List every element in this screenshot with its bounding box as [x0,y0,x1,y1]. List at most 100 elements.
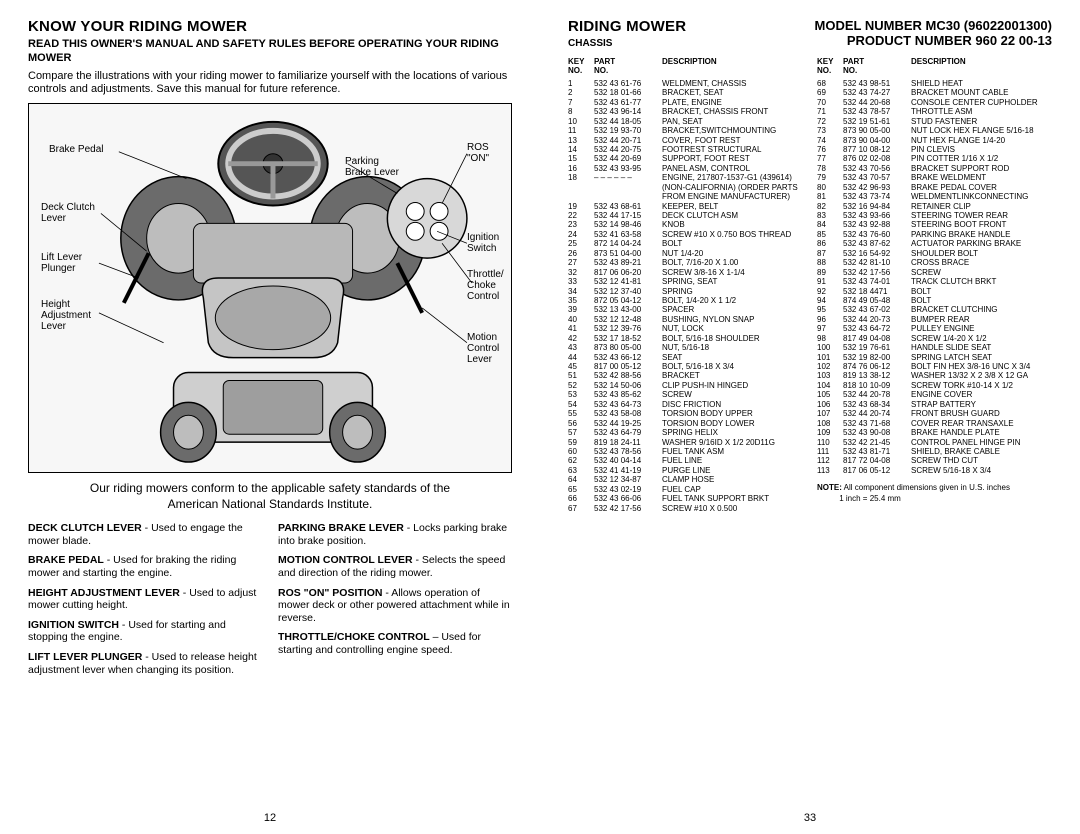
parts-cell: 102 [817,362,843,371]
parts-row: 40532 12 12-48BUSHING, NYLON SNAP [568,315,803,324]
parts-cell: 532 43 74-01 [843,277,911,286]
parts-cell: 532 19 93-70 [594,126,662,135]
parts-row: 85532 43 76-60PARKING BRAKE HANDLE [817,230,1052,239]
parts-row: 96532 44 20-73BUMPER REAR [817,315,1052,324]
parts-cell: 53 [568,390,594,399]
parts-cell: BOLT, 5/16-18 X 3/4 [662,362,803,371]
parts-cell: – – – – – – [594,173,662,201]
parts-row: 25872 14 04-24BOLT [568,239,803,248]
parts-cell: 59 [568,438,594,447]
parts-cell: FUEL TANK SUPPORT BRKT [662,494,803,503]
def-term: IGNITION SWITCH [28,619,119,631]
parts-cell: 532 12 41-81 [594,277,662,286]
product-number: PRODUCT NUMBER 960 22 00-13 [815,33,1052,48]
parts-row: 54532 43 64-73DISC FRICTION [568,400,803,409]
parts-cell: 874 76 06-12 [843,362,911,371]
parts-cell: TORSION BODY LOWER [662,419,803,428]
def-item: IGNITION SWITCH - Used for starting and … [28,619,262,644]
parts-row: 66532 43 66-06FUEL TANK SUPPORT BRKT [568,494,803,503]
parts-note: NOTE: All component dimensions given in … [817,483,1052,504]
head-desc: DESCRIPTION [911,57,1052,76]
parts-row: 84532 43 92-88STEERING BOOT FRONT [817,220,1052,229]
parts-cell: RETAINER CLIP [911,202,1052,211]
parts-cell: SCREW #10 X 0.500 [662,504,803,513]
parts-cell: 83 [817,211,843,220]
parts-cell: 74 [817,136,843,145]
parts-row: 110532 42 21-45CONTROL PANEL HINGE PIN [817,438,1052,447]
parts-cell: 817 00 05-12 [594,362,662,371]
parts-row: 2532 18 01-66BRACKET, SEAT [568,88,803,97]
parts-cell: 817 72 04-08 [843,456,911,465]
parts-cell: SCREW #10 X 0.750 BOS THREAD [662,230,803,239]
parts-cell: 532 44 20-78 [843,390,911,399]
def-term: MOTION CONTROL LEVER [278,554,413,566]
parts-row: 100532 19 76-61HANDLE SLIDE SEAT [817,343,1052,352]
parts-row: 16532 43 93-95PANEL ASM, CONTROL [568,164,803,173]
parts-cell: BOLT [662,239,803,248]
parts-cell: 532 43 66-12 [594,353,662,362]
parts-row: 72532 19 51-61STUD FASTENER [817,117,1052,126]
parts-row: 83532 43 93-66STEERING TOWER REAR [817,211,1052,220]
parts-cell: BOLT [911,287,1052,296]
parts-cell: 95 [817,305,843,314]
callout-ros: ROS "ON" [467,142,489,164]
callout-ignition: Ignition Switch [467,232,499,254]
parts-cell: 11 [568,126,594,135]
right-header-right: MODEL NUMBER MC30 (96022001300) PRODUCT … [815,18,1052,48]
parts-cell: 532 43 73-74 [843,192,911,201]
parts-row: 71532 43 78-57THROTTLE ASM [817,107,1052,116]
parts-cell: 532 12 39-76 [594,324,662,333]
parts-row: 11532 19 93-70BRACKET,SWITCHMOUNTING [568,126,803,135]
parts-cell: BRACKET CLUTCHING [911,305,1052,314]
parts-row: 64532 12 34-87CLAMP HOSE [568,475,803,484]
parts-cell: SPRING HELIX [662,428,803,437]
parts-cell: 13 [568,136,594,145]
parts-cell: 873 51 04-00 [594,249,662,258]
parts-row: 104818 10 10-09SCREW TORK #10-14 X 1/2 [817,381,1052,390]
parts-cell: 42 [568,334,594,343]
parts-cell: 67 [568,504,594,513]
parts-cell: 89 [817,268,843,277]
parts-cell: WASHER 9/16ID X 1/2 20D11G [662,438,803,447]
parts-cell: COVER REAR TRANSAXLE [911,419,1052,428]
parts-row: 97532 43 64-72PULLEY ENGINE [817,324,1052,333]
parts-cell: BRACKET, CHASSIS FRONT [662,107,803,116]
parts-cell: 77 [817,154,843,163]
right-title: RIDING MOWER [568,18,686,35]
parts-cell: 1 [568,79,594,88]
parts-cell: 532 43 89-21 [594,258,662,267]
parts-row: 91532 43 74-01TRACK CLUTCH BRKT [817,277,1052,286]
parts-cell: 532 13 43-00 [594,305,662,314]
parts-cell: NUT, LOCK [662,324,803,333]
parts-row: 81532 43 73-74WELDMENTLINKCONNECTING [817,192,1052,201]
parts-row: 1532 43 61-76WELDMENT, CHASSIS [568,79,803,88]
parts-cell: BUMPER REAR [911,315,1052,324]
parts-row: 65532 43 02-19FUEL CAP [568,485,803,494]
parts-row: 103819 13 38-12WASHER 13/32 X 2 3/8 X 12… [817,371,1052,380]
left-subtitle: READ THIS OWNER'S MANUAL AND SAFETY RULE… [28,38,512,66]
parts-cell: 532 12 37-40 [594,287,662,296]
parts-cell: 532 43 64-73 [594,400,662,409]
parts-cell: 108 [817,419,843,428]
parts-row: 88532 42 81-10CROSS BRACE [817,258,1052,267]
parts-cell: 56 [568,419,594,428]
parts-body-1: 1532 43 61-76WELDMENT, CHASSIS2532 18 01… [568,79,803,513]
parts-cell: SCREW 1/4-20 X 1/2 [911,334,1052,343]
parts-cell: 107 [817,409,843,418]
parts-cell: 872 14 04-24 [594,239,662,248]
head-part: PART NO. [594,57,662,76]
callout-height-adj: Height Adjustment Lever [41,299,91,332]
parts-cell: 532 43 61-76 [594,79,662,88]
right-header: RIDING MOWER CHASSIS MODEL NUMBER MC30 (… [568,18,1052,49]
parts-cell: 532 40 04-14 [594,456,662,465]
left-title: KNOW YOUR RIDING MOWER [28,18,512,35]
parts-row: 56532 44 19-25TORSION BODY LOWER [568,419,803,428]
parts-cell: 819 18 24-11 [594,438,662,447]
parts-cell: SCREW [662,390,803,399]
parts-cell: 873 80 05-00 [594,343,662,352]
parts-cell: 818 10 10-09 [843,381,911,390]
parts-cell: 86 [817,239,843,248]
parts-cell: 78 [817,164,843,173]
parts-cell: COVER, FOOT REST [662,136,803,145]
left-page: KNOW YOUR RIDING MOWER READ THIS OWNER'S… [0,0,540,834]
